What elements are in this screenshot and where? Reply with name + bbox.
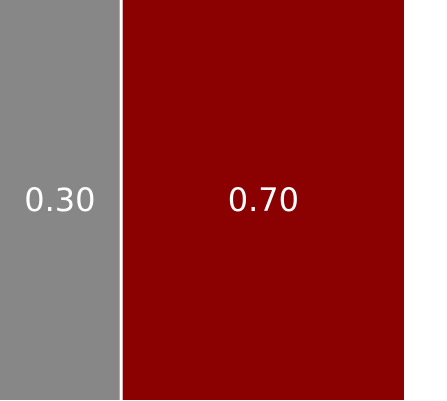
bar-segment-2 <box>122 0 404 400</box>
data-label-1: 0.30 <box>24 181 95 219</box>
bar-segment-1 <box>0 0 120 400</box>
data-label-2: 0.70 <box>228 181 299 219</box>
